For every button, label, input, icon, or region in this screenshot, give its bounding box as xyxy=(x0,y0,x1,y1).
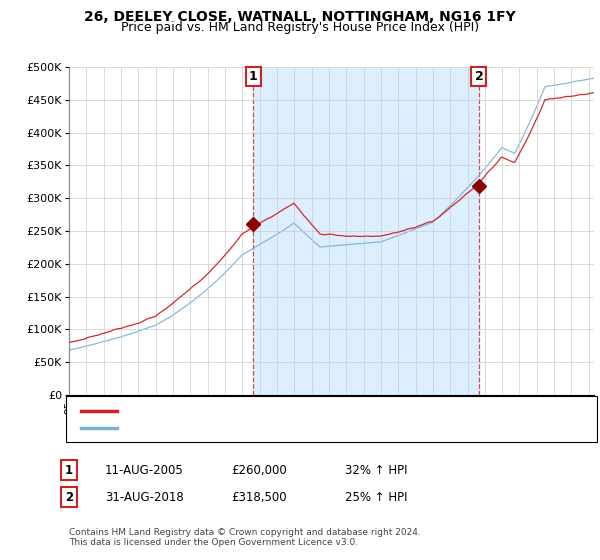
Text: HPI: Average price, detached house, Broxtowe: HPI: Average price, detached house, Brox… xyxy=(126,423,380,433)
Text: £260,000: £260,000 xyxy=(231,464,287,477)
Text: 26, DEELEY CLOSE, WATNALL, NOTTINGHAM, NG16 1FY (detached house): 26, DEELEY CLOSE, WATNALL, NOTTINGHAM, N… xyxy=(126,405,528,416)
Text: 1: 1 xyxy=(248,70,257,83)
Text: 32% ↑ HPI: 32% ↑ HPI xyxy=(345,464,407,477)
Text: Contains HM Land Registry data © Crown copyright and database right 2024.
This d: Contains HM Land Registry data © Crown c… xyxy=(69,528,421,547)
Text: £318,500: £318,500 xyxy=(231,491,287,504)
Text: 25% ↑ HPI: 25% ↑ HPI xyxy=(345,491,407,504)
Bar xyxy=(253,67,479,395)
Text: 2: 2 xyxy=(65,491,73,504)
Text: 1: 1 xyxy=(65,464,73,477)
Text: 2: 2 xyxy=(475,70,484,83)
Text: Price paid vs. HM Land Registry's House Price Index (HPI): Price paid vs. HM Land Registry's House … xyxy=(121,21,479,34)
Text: 11-AUG-2005: 11-AUG-2005 xyxy=(105,464,184,477)
Text: 26, DEELEY CLOSE, WATNALL, NOTTINGHAM, NG16 1FY: 26, DEELEY CLOSE, WATNALL, NOTTINGHAM, N… xyxy=(84,10,516,24)
Text: 31-AUG-2018: 31-AUG-2018 xyxy=(105,491,184,504)
